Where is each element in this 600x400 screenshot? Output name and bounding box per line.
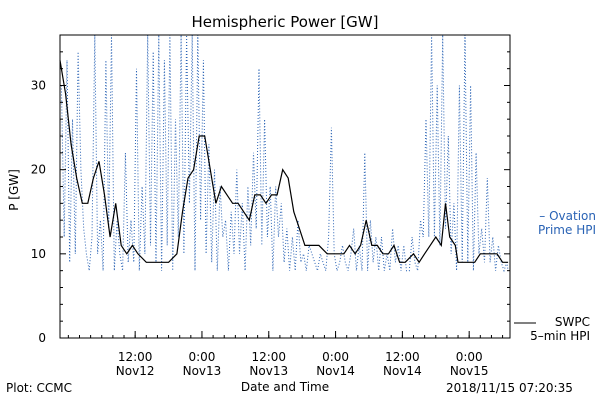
x-tick-time: 0:00 [188,350,215,364]
legend-swpc-line1: SWPC [555,315,590,329]
series-layer [59,34,509,273]
x-tick-date: Nov13 [183,364,222,378]
plot-frame [59,34,511,339]
x-axis-ticks: 12:00Nov120:00Nov1312:00Nov130:00Nov1412… [67,331,504,378]
x-tick-time: 0:00 [456,350,483,364]
y-tick-label: 0 [38,331,46,345]
plot-credit: Plot: CCMC [6,381,72,395]
legend-swpc: SWPC 5–min HPI [514,315,590,343]
x-axis-label: Date and Time [241,380,329,394]
x-tick-date: Nov14 [383,364,422,378]
y-tick-label: 20 [31,163,46,177]
x-tick-date: Nov14 [316,364,355,378]
y-tick-label: 30 [31,79,46,93]
plot-timestamp: 2018/11/15 07:20:35 [446,381,573,395]
x-tick-time: 12:00 [385,350,420,364]
x-tick-time: 0:00 [322,350,349,364]
chart-title: Hemispheric Power [GW] [192,13,379,31]
y-axis-ticks: 0 10 20 30 [31,34,510,345]
legend-swpc-line2: 5–min HPI [530,329,590,343]
x-tick-date: Nov12 [116,364,155,378]
swpc-hpi-series [59,60,509,264]
x-tick-time: 12:00 [118,350,153,364]
x-tick-date: Nov15 [450,364,489,378]
legend-ovation: – Ovation Prime HPI [538,209,596,237]
x-tick-time: 12:00 [251,350,286,364]
ovation-prime-series [60,34,509,273]
y-tick-label: 10 [31,247,46,261]
legend-ovation-line2: Prime HPI [538,223,596,237]
y-axis-label: P [GW] [7,169,21,211]
x-tick-date: Nov13 [249,364,288,378]
legend-ovation-line1: – Ovation [539,209,596,223]
